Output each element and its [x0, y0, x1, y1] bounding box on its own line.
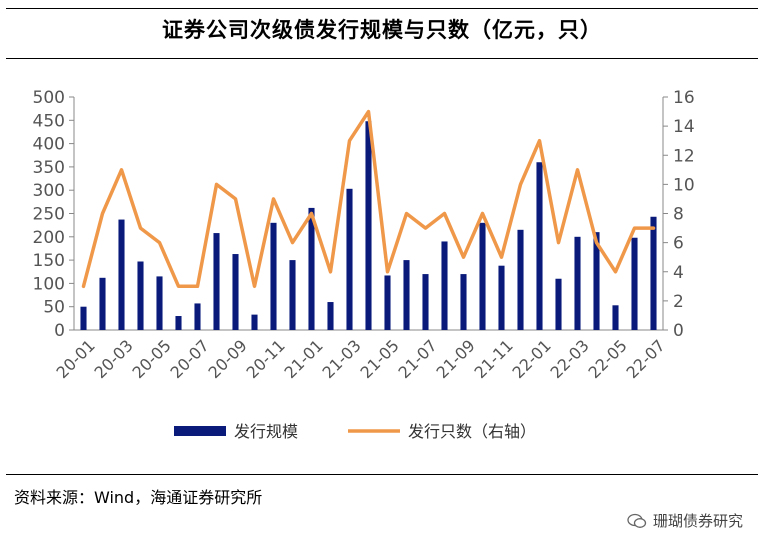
x-tick-label: 21-09	[432, 336, 478, 382]
bar	[175, 316, 182, 330]
right-tick-label: 0	[673, 321, 684, 341]
bar	[156, 276, 163, 330]
bar	[270, 222, 277, 330]
bar	[517, 229, 524, 330]
right-tick-label: 4	[673, 263, 684, 283]
x-tick-label: 22-03	[546, 336, 592, 382]
bar	[232, 254, 239, 330]
bar	[289, 260, 296, 330]
left-tick-label: 350	[33, 158, 65, 178]
left-tick-label: 400	[33, 135, 65, 155]
bar	[118, 219, 125, 330]
right-tick-label: 2	[673, 292, 684, 312]
bar	[460, 274, 467, 330]
left-tick-label: 300	[33, 181, 65, 201]
left-tick-label: 250	[33, 205, 65, 225]
x-axis: 20-0120-0320-0520-0720-0920-1121-0121-03…	[52, 329, 669, 382]
bar	[137, 261, 144, 330]
bar	[422, 274, 429, 330]
watermark: 珊瑚债券研究	[627, 510, 743, 531]
bar	[346, 188, 353, 330]
bar	[403, 260, 410, 330]
legend: 发行规模 发行只数（右轴）	[174, 422, 536, 441]
left-tick-label: 50	[43, 298, 65, 318]
bar	[251, 314, 258, 330]
x-tick-label: 20-01	[52, 336, 98, 382]
bar	[213, 233, 220, 330]
x-tick-label: 21-11	[470, 336, 516, 382]
right-tick-label: 14	[673, 117, 695, 137]
chart-area: 0 50 100 150 200 250 300 350 400 450 500 0 2 4 6 8 10 12…	[33, 88, 695, 441]
bar	[479, 222, 486, 330]
bar	[441, 241, 448, 330]
x-tick-label: 20-09	[204, 336, 250, 382]
chart-title: 证券公司次级债发行规模与只数（亿元，只）	[162, 18, 602, 42]
x-tick-label: 20-05	[128, 336, 174, 382]
bar	[650, 216, 657, 330]
wechat-icon	[627, 513, 647, 528]
line-path	[81, 109, 656, 289]
x-tick-label: 21-03	[318, 336, 364, 382]
legend-bar-label: 发行规模	[234, 422, 298, 441]
bar	[555, 278, 562, 330]
x-tick-label: 22-05	[584, 336, 630, 382]
x-tick-label: 21-07	[394, 336, 440, 382]
source-note: 资料来源：Wind，海通证券研究所	[14, 488, 263, 507]
right-y-axis: 0 2 4 6 8 10 12 14 16	[662, 88, 695, 341]
top-border	[6, 8, 758, 9]
footer-rule	[6, 474, 758, 475]
bar	[365, 121, 372, 331]
left-tick-label: 500	[33, 88, 65, 108]
right-tick-label: 10	[673, 175, 695, 195]
bar	[194, 303, 201, 330]
bar	[593, 232, 600, 330]
left-tick-label: 0	[54, 321, 65, 341]
x-tick-label: 20-11	[242, 336, 288, 382]
watermark-text: 珊瑚债券研究	[652, 512, 743, 530]
bar	[536, 162, 543, 330]
x-tick-label: 20-03	[90, 336, 136, 382]
legend-bar-swatch	[174, 426, 226, 436]
right-tick-label: 6	[673, 234, 684, 254]
left-tick-label: 200	[33, 228, 65, 248]
x-tick-label: 22-01	[508, 336, 554, 382]
right-tick-label: 8	[673, 205, 684, 225]
bar	[384, 275, 391, 330]
x-tick-label: 21-05	[356, 336, 402, 382]
bar	[612, 305, 619, 330]
x-tick-label: 20-07	[166, 336, 212, 382]
bar	[498, 265, 505, 330]
x-tick-label: 22-07	[622, 336, 668, 382]
bar	[631, 237, 638, 330]
bar	[308, 207, 315, 330]
right-tick-label: 12	[673, 146, 695, 166]
bar-series	[80, 121, 657, 331]
bar	[327, 302, 334, 330]
legend-line-label: 发行只数（右轴）	[408, 422, 536, 441]
left-tick-label: 450	[33, 111, 65, 131]
right-tick-label: 16	[673, 88, 695, 108]
left-y-axis: 0 50 100 150 200 250 300 350 400 450 500	[33, 88, 75, 341]
bar	[574, 236, 581, 330]
left-tick-label: 100	[33, 274, 65, 294]
left-tick-label: 150	[33, 251, 65, 271]
x-tick-label: 21-01	[280, 336, 326, 382]
title-underline	[6, 58, 758, 59]
bar	[80, 306, 87, 330]
line-series	[81, 109, 656, 289]
bar	[99, 277, 106, 330]
